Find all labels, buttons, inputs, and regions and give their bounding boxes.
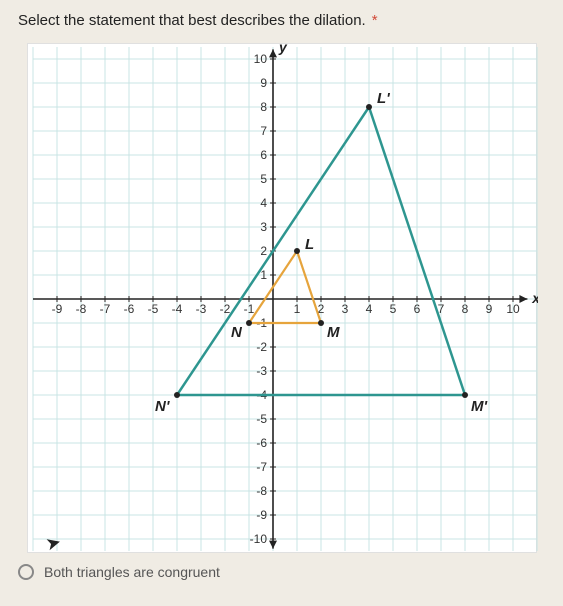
svg-text:4: 4 bbox=[260, 196, 267, 210]
svg-text:-2: -2 bbox=[219, 302, 230, 316]
svg-text:5: 5 bbox=[260, 172, 267, 186]
svg-text:-6: -6 bbox=[256, 436, 267, 450]
svg-text:8: 8 bbox=[260, 100, 267, 114]
svg-text:M: M bbox=[327, 324, 340, 341]
svg-text:N': N' bbox=[155, 398, 170, 415]
svg-text:-2: -2 bbox=[256, 340, 267, 354]
required-marker: * bbox=[372, 12, 378, 29]
svg-text:-3: -3 bbox=[256, 364, 267, 378]
svg-text:-5: -5 bbox=[147, 302, 158, 316]
svg-text:3: 3 bbox=[341, 302, 348, 316]
svg-text:-7: -7 bbox=[256, 460, 267, 474]
svg-text:-6: -6 bbox=[123, 302, 134, 316]
svg-text:5: 5 bbox=[389, 302, 396, 316]
svg-text:-3: -3 bbox=[195, 302, 206, 316]
svg-text:6: 6 bbox=[260, 148, 267, 162]
svg-text:N: N bbox=[231, 324, 243, 341]
svg-text:-9: -9 bbox=[51, 302, 62, 316]
svg-text:y: y bbox=[278, 44, 288, 55]
svg-text:9: 9 bbox=[260, 76, 267, 90]
svg-text:x: x bbox=[531, 290, 538, 306]
svg-text:10: 10 bbox=[506, 302, 520, 316]
svg-text:-5: -5 bbox=[256, 412, 267, 426]
graph-container: xy-9-8-7-6-5-4-3-2-112345678910123456789… bbox=[27, 43, 537, 553]
svg-text:4: 4 bbox=[365, 302, 372, 316]
option-label: Both triangles are congruent bbox=[44, 564, 220, 580]
svg-text:L: L bbox=[305, 236, 314, 253]
svg-text:1: 1 bbox=[293, 302, 300, 316]
dilation-graph: xy-9-8-7-6-5-4-3-2-112345678910123456789… bbox=[28, 44, 538, 554]
svg-text:L': L' bbox=[377, 90, 390, 107]
svg-text:6: 6 bbox=[413, 302, 420, 316]
svg-text:3: 3 bbox=[260, 220, 267, 234]
svg-text:-8: -8 bbox=[75, 302, 86, 316]
radio-icon[interactable] bbox=[18, 564, 34, 580]
svg-text:-10: -10 bbox=[249, 532, 267, 546]
svg-text:8: 8 bbox=[461, 302, 468, 316]
svg-text:M': M' bbox=[471, 398, 487, 415]
svg-text:-8: -8 bbox=[256, 484, 267, 498]
svg-text:10: 10 bbox=[253, 52, 267, 66]
question-text: Select the statement that best describes… bbox=[18, 12, 366, 29]
svg-text:-1: -1 bbox=[243, 302, 254, 316]
question-row: Select the statement that best describes… bbox=[18, 12, 545, 29]
svg-text:-9: -9 bbox=[256, 508, 267, 522]
svg-text:7: 7 bbox=[260, 124, 267, 138]
option-row[interactable]: Both triangles are congruent bbox=[18, 563, 545, 581]
svg-text:-4: -4 bbox=[171, 302, 182, 316]
svg-text:2: 2 bbox=[260, 244, 267, 258]
svg-text:9: 9 bbox=[485, 302, 492, 316]
svg-text:-7: -7 bbox=[99, 302, 110, 316]
